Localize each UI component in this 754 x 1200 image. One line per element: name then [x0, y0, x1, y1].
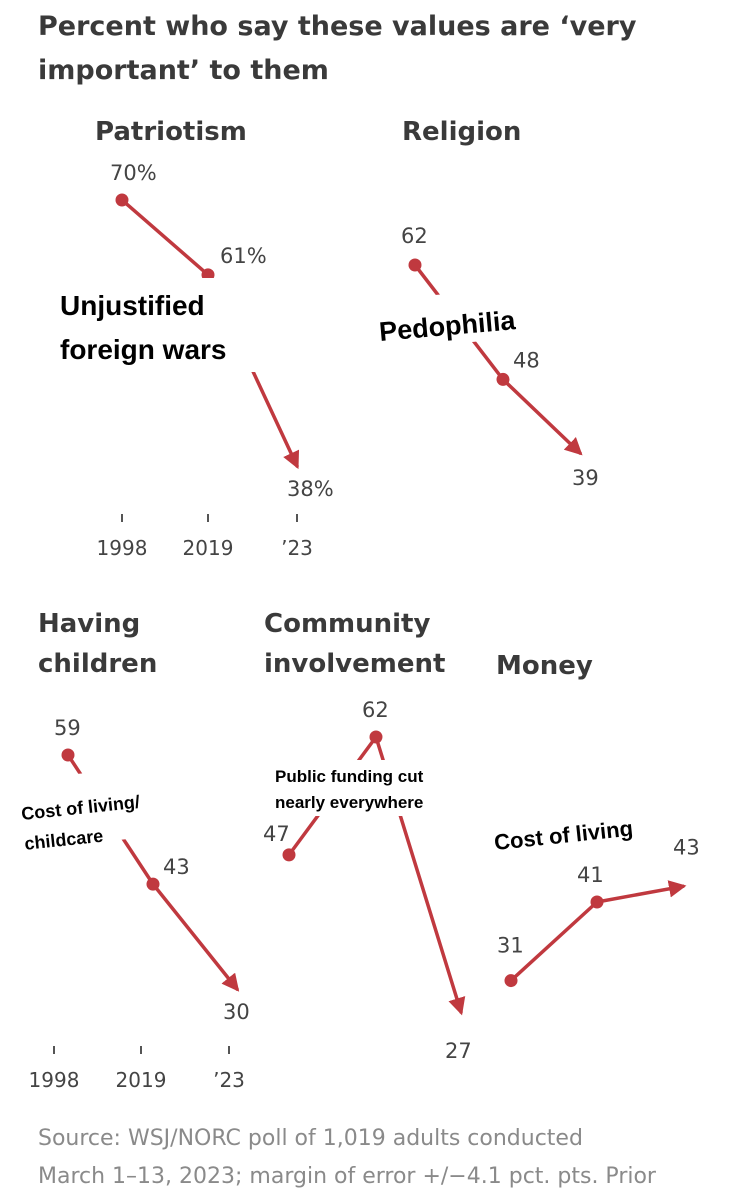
- top-axis-tick-label-2: 2019: [183, 536, 234, 560]
- annotation-text-patriotism-2: foreign wars: [60, 334, 226, 365]
- chart-title-line-1: Percent who say these values are ‘very: [38, 11, 637, 42]
- data-label-patriotism-2: 61%: [220, 244, 267, 268]
- data-label-money-3: 43: [673, 835, 700, 859]
- annotation-community-involvement: Public funding cut nearly everywhere: [270, 760, 475, 816]
- series-segment-religion-2: [501, 377, 583, 456]
- panel-community-involvement: Community involvement 47 62 27: [263, 609, 472, 1063]
- data-label-community-involvement-3: 27: [445, 1039, 472, 1063]
- annotation-backing-money: [484, 781, 671, 861]
- series-segment-money-2: [595, 880, 687, 904]
- top-axis-tick-label-3: ’23: [281, 536, 313, 560]
- panel-religion: Religion 62 48 39: [401, 117, 599, 490]
- series-segment-patriotism-1: [120, 198, 210, 277]
- data-point-community-involvement-2: [369, 730, 383, 744]
- data-point-having-children-1: [61, 748, 75, 762]
- panel-title-having-children-1: Having: [38, 609, 140, 639]
- source-line-1: Source: WSJ/NORC poll of 1,019 adults co…: [38, 1126, 583, 1151]
- chart-title-line-2: important’ to them: [38, 55, 329, 86]
- panel-title-money-1: Money: [496, 651, 593, 681]
- annotation-patriotism: Unjustified foreign wars: [52, 278, 262, 372]
- annotation-having-children: Cost of living/childcare: [15, 759, 223, 854]
- annotation-text-patriotism-1: Unjustified: [60, 290, 205, 321]
- data-point-community-involvement-1: [282, 848, 296, 862]
- data-label-money-1: 31: [497, 934, 524, 958]
- panel-title-community-involvement-2: involvement: [264, 649, 445, 679]
- series-segment-money-1: [509, 900, 599, 983]
- data-label-money-2: 41: [577, 863, 604, 887]
- data-point-religion-1: [408, 258, 422, 272]
- data-label-having-children-2: 43: [163, 855, 190, 879]
- data-point-religion-2: [496, 372, 510, 386]
- data-label-community-involvement-2: 62: [362, 698, 389, 722]
- annotation-text-community-involvement-2: nearly everywhere: [275, 793, 423, 812]
- bottom-axis-tick-label-3: ’23: [213, 1068, 245, 1092]
- annotation-religion: Pedophilia: [371, 285, 551, 351]
- data-label-community-involvement-1: 47: [263, 822, 290, 846]
- panels-layer: Patriotism 70% 61% 38% Religion 62 48 39 Having c…: [38, 117, 700, 1063]
- annotation-money: Cost of living: [484, 781, 671, 861]
- series-segment-having-children-2: [151, 882, 240, 992]
- data-label-patriotism-1: 70%: [110, 161, 157, 185]
- data-label-having-children-3: 30: [223, 1000, 250, 1024]
- data-point-money-2: [590, 895, 604, 909]
- annotation-backing-patriotism: [52, 278, 262, 372]
- data-point-having-children-2: [146, 877, 160, 891]
- data-point-patriotism-1: [115, 193, 129, 207]
- source-line-2: March 1–13, 2023; margin of error +/−4.1…: [38, 1164, 657, 1189]
- annotations-layer: Unjustified foreign wars Pedophilia Cost of…: [15, 278, 671, 861]
- data-label-patriotism-3: 38%: [287, 477, 334, 501]
- bottom-axis-tick-label-2: 2019: [116, 1068, 167, 1092]
- annotation-text-community-involvement-1: Public funding cut: [275, 767, 424, 786]
- bottom-axis-tick-label-1: 1998: [29, 1068, 80, 1092]
- panel-title-having-children-2: children: [38, 649, 157, 679]
- annotation-backing-having-children: [15, 759, 223, 851]
- data-point-money-1: [504, 974, 518, 988]
- data-label-religion-3: 39: [572, 466, 599, 490]
- annotation-backing-religion: [371, 285, 551, 351]
- x-axis-ticks: 1998 2019 ’23 1998 2019 ’23: [29, 514, 313, 1092]
- data-label-religion-1: 62: [401, 224, 428, 248]
- panel-money: Money 31 41 43: [496, 651, 700, 988]
- top-axis-tick-label-1: 1998: [97, 536, 148, 560]
- panel-title-religion-1: Religion: [402, 117, 521, 147]
- annotation-backing-community-involvement: [270, 760, 475, 816]
- panel-title-community-involvement-1: Community: [264, 609, 430, 639]
- data-label-having-children-1: 59: [54, 716, 81, 740]
- data-label-religion-2: 48: [513, 348, 540, 372]
- panel-title-patriotism-1: Patriotism: [95, 117, 247, 147]
